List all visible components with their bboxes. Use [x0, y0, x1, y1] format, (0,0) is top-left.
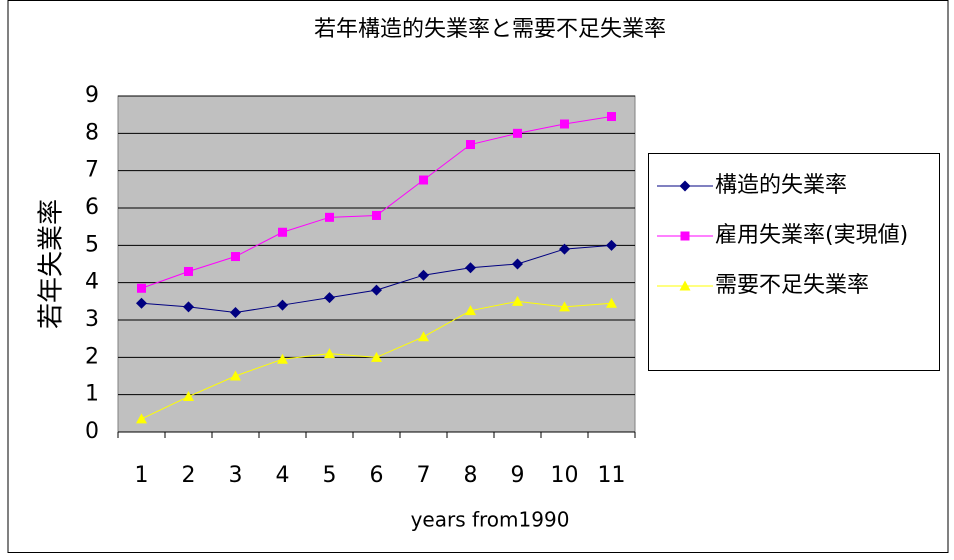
y-tick-label: 7	[85, 158, 99, 183]
legend-item: 雇用失業率(実現値)	[655, 222, 933, 250]
x-tick-label: 6	[370, 463, 384, 488]
data-point	[465, 262, 476, 274]
x-tick-label: 7	[417, 463, 431, 488]
data-point	[606, 297, 617, 308]
data-point	[419, 175, 428, 185]
data-point	[466, 140, 475, 150]
data-point	[606, 239, 617, 251]
data-point	[465, 305, 476, 316]
y-tick-label: 3	[85, 307, 99, 332]
data-point	[418, 331, 429, 342]
data-point	[277, 299, 288, 311]
legend-label: 需要不足失業率	[715, 273, 870, 298]
y-tick-label: 2	[85, 344, 99, 369]
x-tick-label: 5	[323, 463, 337, 488]
y-tick-label: 9	[85, 83, 99, 108]
data-point	[183, 301, 194, 313]
legend: 構造的失業率雇用失業率(実現値) 需要不足失業率	[648, 153, 940, 371]
data-point	[324, 292, 335, 304]
data-point	[324, 348, 335, 359]
legend-swatch	[657, 280, 713, 291]
y-tick-label: 6	[85, 195, 99, 220]
data-point	[560, 119, 569, 129]
y-tick-label: 4	[85, 270, 99, 295]
data-point	[607, 112, 616, 122]
data-point	[418, 269, 429, 281]
data-point	[371, 351, 382, 362]
x-tick-label: 2	[182, 463, 196, 488]
data-point	[278, 227, 287, 237]
x-tick-label: 4	[276, 463, 290, 488]
x-tick-label: 3	[229, 463, 243, 488]
legend-marker	[679, 180, 691, 192]
data-point	[325, 212, 334, 222]
data-point	[184, 266, 193, 276]
data-point	[230, 370, 241, 381]
x-tick-label: 1	[135, 463, 149, 488]
y-axis-label: 若年失業率	[37, 199, 67, 329]
legend-item: 構造的失業率	[655, 172, 933, 200]
data-point	[559, 301, 570, 312]
data-point	[372, 210, 381, 220]
data-point	[183, 391, 194, 402]
legend-marker	[679, 280, 691, 291]
data-point	[230, 307, 241, 319]
data-point	[513, 128, 522, 138]
legend-marker	[680, 231, 690, 241]
data-point	[136, 413, 147, 424]
legend-label: 構造的失業率	[715, 173, 848, 198]
x-tick-label: 11	[598, 463, 626, 488]
legend-swatch	[657, 231, 713, 241]
data-point	[277, 353, 288, 364]
x-tick-label: 10	[551, 463, 579, 488]
data-point	[231, 252, 240, 262]
y-tick-label: 5	[85, 232, 99, 257]
y-tick-label: 0	[85, 419, 99, 444]
chart-title: 若年構造的失業率と需要不足失業率	[314, 17, 666, 42]
data-point	[136, 297, 147, 309]
x-axis-label: years from1990	[411, 508, 570, 532]
y-tick-label: 1	[85, 382, 99, 407]
legend-swatch	[657, 180, 713, 192]
data-point	[512, 258, 523, 270]
data-point	[559, 243, 570, 255]
legend-item: 需要不足失業率	[655, 272, 933, 300]
data-point	[371, 284, 382, 296]
x-tick-label: 9	[511, 463, 525, 488]
chart-border	[7, 0, 949, 553]
data-point	[137, 283, 146, 293]
x-tick-label: 8	[464, 463, 478, 488]
plot-area	[117, 95, 636, 433]
data-point	[512, 295, 523, 306]
legend-label: 雇用失業率(実現値)	[715, 223, 909, 248]
y-tick-label: 8	[85, 120, 99, 145]
